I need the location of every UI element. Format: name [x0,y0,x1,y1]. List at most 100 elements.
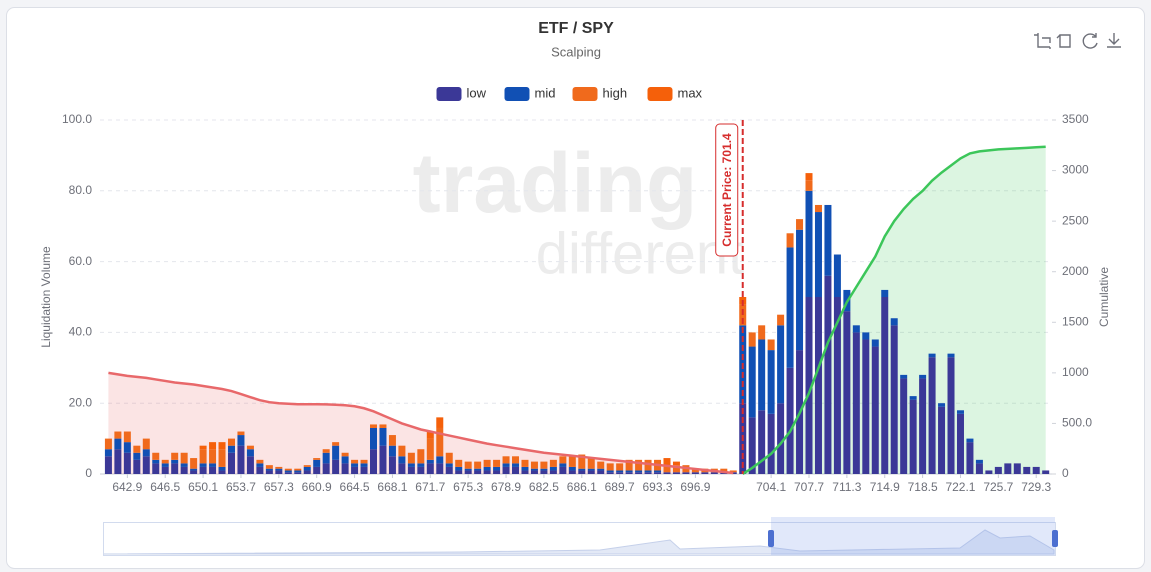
restore-icon[interactable] [1082,33,1098,49]
bar [530,470,538,474]
bar [758,325,766,340]
bar [540,468,548,471]
bar [549,466,557,471]
bar [142,456,150,474]
bar [767,339,775,351]
bar [445,463,453,467]
watermark: trading [413,136,698,230]
toolbox[interactable] [1034,33,1121,49]
bar [104,438,112,450]
bar [341,452,349,457]
bar [691,468,699,473]
bar [227,445,235,453]
bar [332,459,340,474]
bar [635,459,643,471]
bar [294,472,302,474]
bar [426,431,434,439]
bar [275,466,283,469]
bar [275,468,283,471]
watermark: different [536,221,745,286]
bar [417,466,425,474]
bar [360,463,368,467]
bar [426,438,434,460]
bar [407,452,415,464]
legend-item[interactable]: max [647,85,703,101]
bar [814,297,822,474]
bar [862,332,870,340]
bar [171,459,179,464]
bar [209,466,217,474]
bar [190,470,198,474]
data-zoom[interactable] [103,517,1059,556]
bar [474,468,482,471]
bar [1023,466,1031,474]
bar [209,442,217,450]
bar [493,466,501,471]
bar [748,417,756,474]
legend-swatch [572,87,598,101]
zoom-handle[interactable] [1052,530,1058,547]
bar [265,470,273,474]
bar [900,374,908,379]
bar [928,353,936,358]
bar [654,470,662,473]
bar [672,461,680,466]
bar [199,449,207,464]
bar [303,466,311,471]
x-tick-label: 729.3 [1021,480,1051,494]
bar [313,458,321,460]
bar [455,459,463,467]
legend-label: mid [535,85,556,100]
bar [483,466,491,471]
x-tick-label: 722.1 [945,480,975,494]
download-icon[interactable] [1107,33,1121,48]
bar [1032,466,1040,474]
bar [322,449,330,453]
annotation-text: Current Price: 701.4 [720,133,734,247]
bar [597,468,605,471]
zoom-icon[interactable] [1034,33,1051,49]
bar [493,459,501,467]
bar [114,449,122,474]
zoom-window[interactable] [771,517,1055,555]
bar [123,452,131,474]
bar [133,452,141,460]
legend-label: high [603,85,628,100]
bar [890,325,898,474]
bar [900,378,908,474]
y2-tick-label: 1500 [1062,314,1089,328]
bar [928,357,936,474]
bar [890,318,898,326]
y2-tick-label: 2000 [1062,264,1089,278]
bar [436,417,444,428]
bar [161,466,169,474]
bar [218,466,226,471]
bar [256,466,264,474]
x-tick-label: 718.5 [908,480,938,494]
bar [748,332,756,347]
label-box [715,123,739,257]
bar [975,463,983,474]
x-tick-label: 686.1 [567,480,597,494]
legend-item[interactable]: mid [504,85,556,101]
legend-item[interactable]: low [436,85,487,101]
bar [218,470,226,474]
bar [654,472,662,474]
legend-item[interactable]: high [572,85,628,101]
bar [625,459,633,471]
bar [966,442,974,474]
y-tick-label: 80.0 [69,183,93,197]
bar [114,431,122,439]
back-icon[interactable] [1056,34,1071,48]
bar [133,459,141,474]
zoom-handle[interactable] [768,530,774,547]
bar [180,463,188,467]
x-tick-label: 653.7 [226,480,256,494]
bar [805,180,813,191]
x-tick-label: 650.1 [188,480,218,494]
bar [833,297,841,474]
y-tick-label: 40.0 [69,325,93,339]
bar [786,233,794,248]
bar [663,472,671,474]
x-tick-label: 682.5 [529,480,559,494]
